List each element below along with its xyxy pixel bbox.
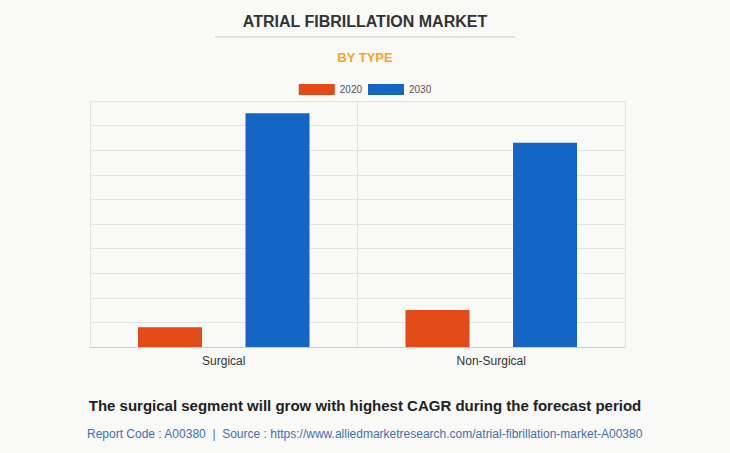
svg-text:Report Code : A00380 | Sourc: Report Code : A00380 | Source : https://… — [87, 427, 643, 441]
svg-text:Non-Surgical: Non-Surgical — [457, 354, 526, 368]
svg-text:BY TYPE: BY TYPE — [337, 50, 393, 65]
svg-text:Surgical: Surgical — [202, 354, 245, 368]
svg-text:ATRIAL FIBRILLATION MARKET: ATRIAL FIBRILLATION MARKET — [243, 13, 488, 30]
svg-text:2020: 2020 — [340, 84, 363, 95]
svg-text:2030: 2030 — [409, 84, 432, 95]
svg-text:The surgical segment will grow: The surgical segment will grow with high… — [89, 397, 642, 414]
